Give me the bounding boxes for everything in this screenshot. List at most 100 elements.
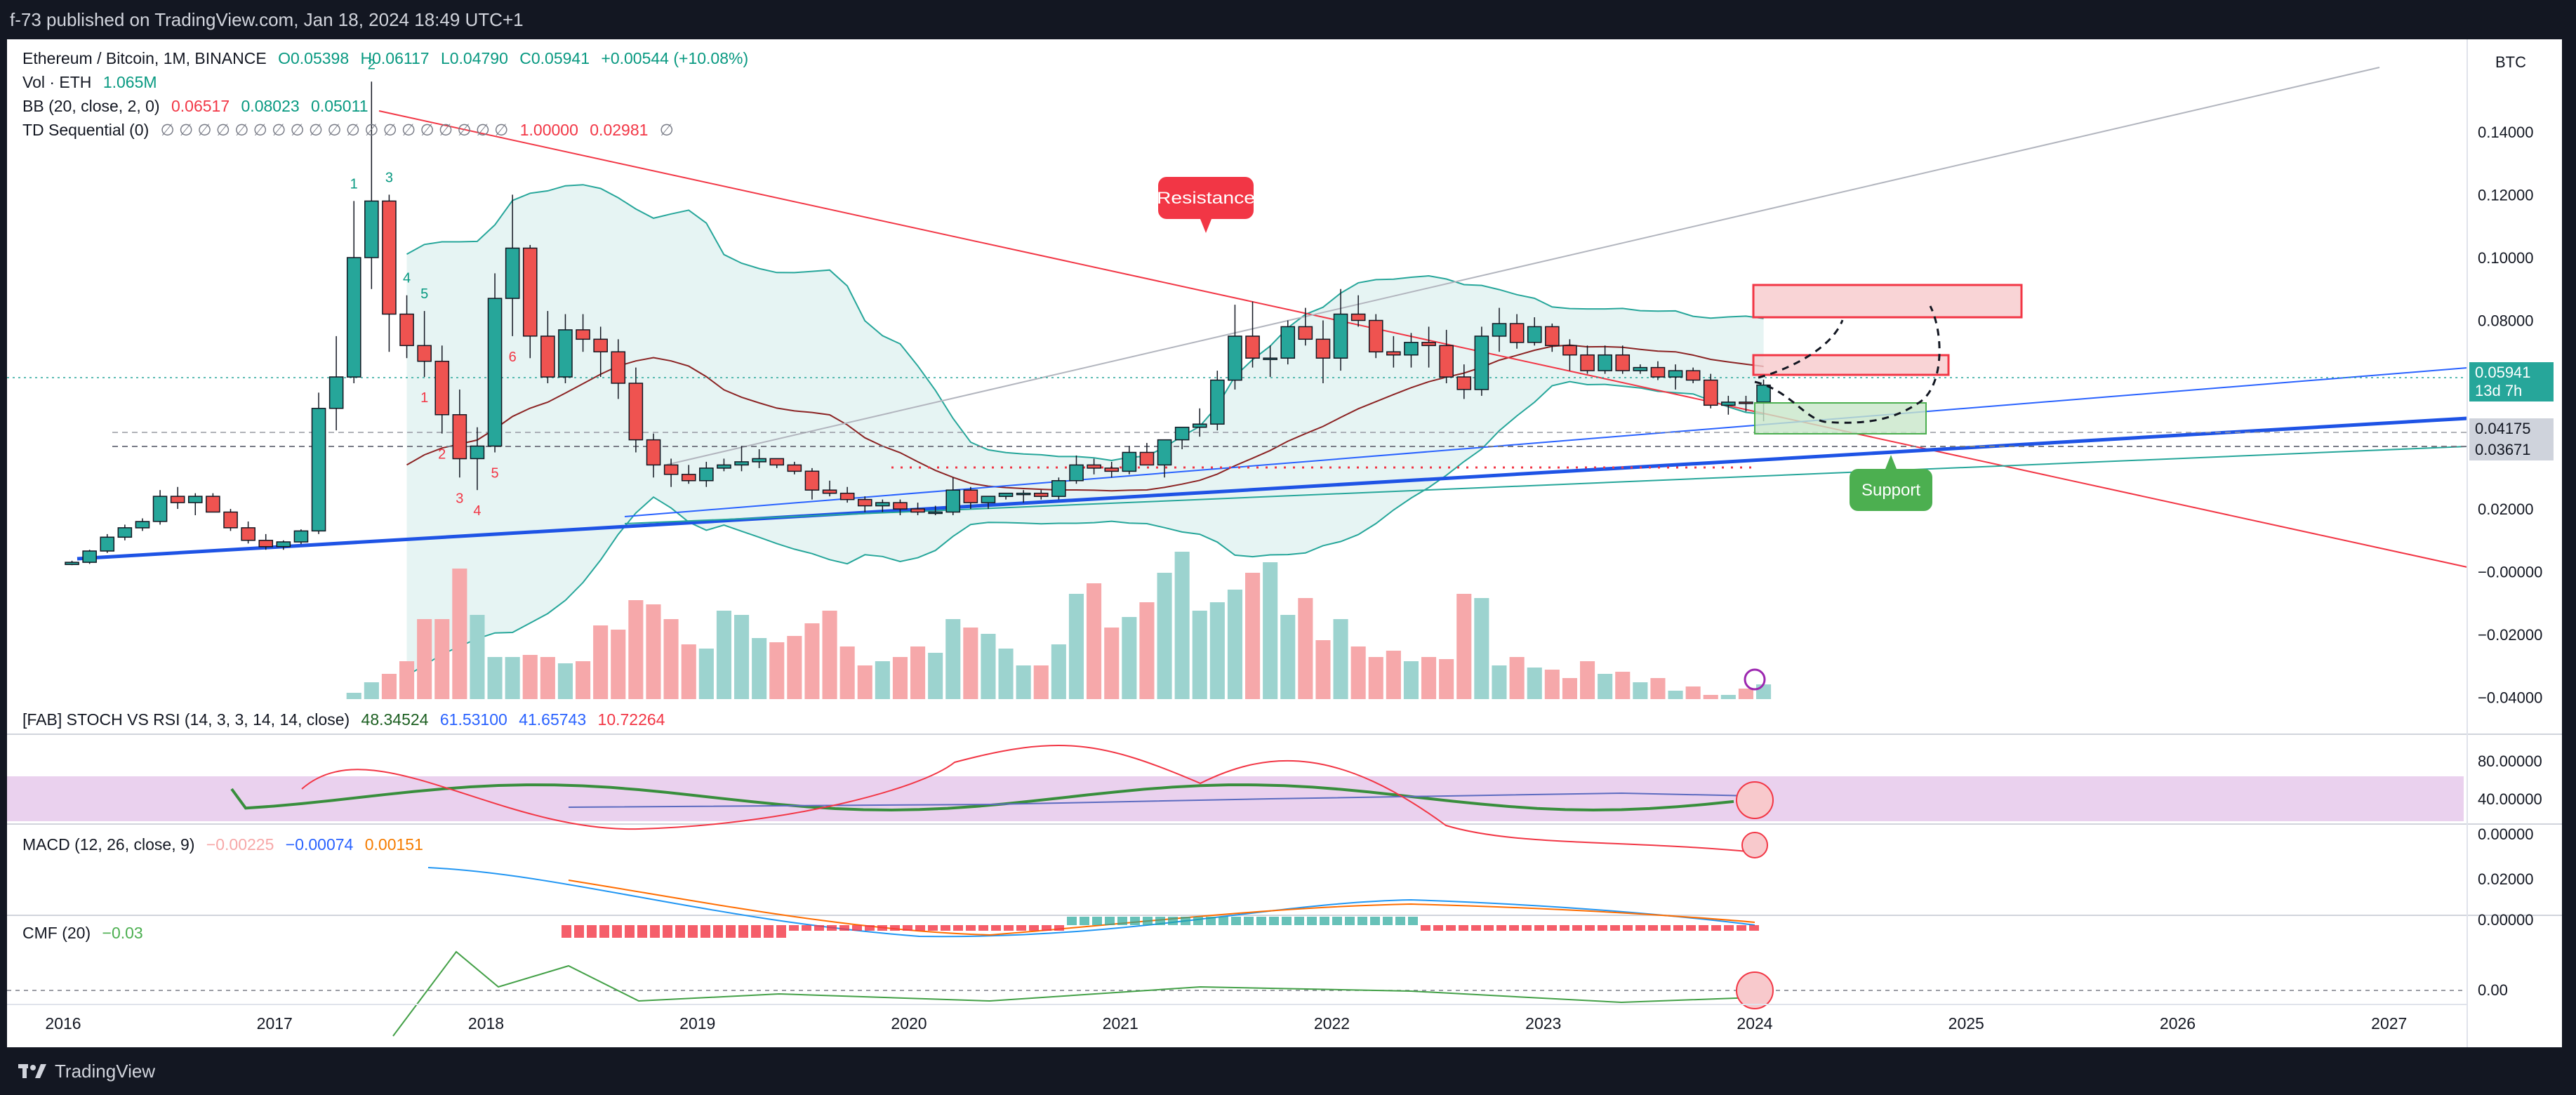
volume-bar	[663, 619, 679, 699]
time-tick-label: 2017	[257, 1014, 293, 1033]
candle-body	[311, 408, 326, 532]
macd-histogram-bar	[1029, 925, 1039, 931]
time-tick-label: 2023	[1525, 1014, 1561, 1033]
price-tick-label: 0.12000	[2478, 186, 2534, 204]
time-tick-label: 2022	[1314, 1014, 1350, 1033]
volume-bar	[1016, 665, 1031, 699]
volume-bar	[1738, 689, 1753, 699]
macd-histogram-bar	[1496, 925, 1506, 931]
candle-body	[135, 521, 150, 529]
macd-histogram-bar	[1585, 925, 1595, 931]
macd-histogram-bar	[675, 925, 685, 938]
macd-histogram-bar	[1446, 925, 1456, 931]
candle-body	[1404, 342, 1419, 356]
macd-histogram-bar	[1244, 917, 1254, 925]
candle-body	[1315, 338, 1331, 359]
bb-legend: BB (20, close, 2, 0) 0.06517 0.08023 0.0…	[22, 97, 375, 116]
macd-value-2: −0.00074	[285, 835, 354, 854]
volume-bar	[1087, 583, 1102, 699]
price-axis: BTC0.140000.120000.100000.080000.060000.…	[2467, 39, 2554, 1047]
macd-histogram-bar	[1471, 925, 1481, 931]
td-count-label: 1	[350, 176, 358, 192]
stoch-value-3: 41.65743	[519, 710, 587, 729]
volume-bar	[857, 665, 872, 699]
volume-bar	[452, 569, 467, 699]
volume-bar	[998, 649, 1014, 699]
macd-histogram-bar	[1345, 917, 1355, 925]
macd-histogram-bar	[978, 925, 988, 931]
candle-body	[1527, 326, 1542, 343]
volume-bar	[576, 661, 591, 699]
volume-bar	[963, 628, 978, 699]
candle-body	[1122, 451, 1137, 472]
candle-body	[1298, 326, 1313, 340]
candle-body	[945, 489, 961, 513]
time-tick-label: 2027	[2371, 1014, 2407, 1033]
candle-body	[663, 464, 679, 475]
volume-bar	[1650, 678, 1666, 699]
volume-bar	[505, 657, 520, 699]
price-badge-label: 0.04175	[2475, 420, 2531, 437]
macd-histogram-bar	[599, 925, 609, 938]
candle-body	[963, 489, 978, 503]
target-zone-upper	[1752, 284, 2023, 319]
macd-histogram-bar	[637, 925, 647, 938]
volume-bar	[1174, 552, 1190, 699]
td-count-label: 1	[420, 390, 428, 406]
candle-body	[1087, 464, 1101, 469]
macd-histogram-bar	[1067, 917, 1077, 925]
volume-bar	[1245, 573, 1261, 699]
volume-bar	[1280, 615, 1296, 699]
trend-lines	[7, 67, 2468, 568]
macd-histogram-bar	[852, 925, 862, 931]
candle-body	[82, 550, 97, 563]
macd-histogram-bar	[1143, 917, 1153, 925]
candle-body	[611, 351, 626, 384]
candle-body	[804, 470, 820, 491]
candle-body	[699, 467, 714, 482]
macd-histogram-bar	[1623, 925, 1633, 931]
candle-body	[470, 445, 485, 460]
candle-body	[1157, 439, 1172, 466]
cmf-line	[392, 950, 1755, 1037]
candle-body	[258, 540, 274, 548]
resistance-label: Resistance	[1157, 189, 1255, 208]
bb-fill	[406, 185, 1764, 676]
volume-bar	[1263, 562, 1278, 699]
candle-body	[152, 496, 168, 522]
volume-bar	[1544, 670, 1560, 699]
candle-body	[893, 502, 908, 510]
macd-histogram-bar	[1421, 925, 1430, 931]
bb-upper-line	[406, 184, 1764, 462]
time-tick-label: 2019	[679, 1014, 715, 1033]
candle-body	[505, 247, 520, 299]
volume-label: Vol · ETH	[22, 73, 92, 91]
candle-body	[769, 458, 785, 466]
price-badge-label: 0.03671	[2475, 441, 2531, 458]
macd-histogram-bar	[1661, 925, 1671, 931]
volume-bar	[681, 644, 696, 699]
candle-body	[364, 200, 379, 258]
td-count-label: 5	[491, 465, 498, 481]
macd-histogram-bar	[1522, 925, 1532, 931]
macd-histogram-bar	[764, 925, 774, 938]
time-axis: 2016 2017 2018 2019 2020 2021 2022 2023 2024 2025…	[7, 1004, 2467, 1033]
volume-bar	[434, 619, 450, 699]
macd-histogram-bar	[1181, 917, 1190, 925]
open-value: O0.05398	[278, 49, 350, 67]
projection-path	[1754, 305, 1941, 424]
macd-histogram-bar	[827, 925, 837, 931]
candle-body	[1421, 342, 1436, 347]
time-tick-label: 2020	[891, 1014, 927, 1033]
candle-body	[1615, 354, 1631, 371]
price-tick-label: −0.00000	[2478, 564, 2542, 581]
bb-mid-value: 0.06517	[171, 97, 230, 115]
candle-body	[117, 527, 133, 538]
volume-bar	[1315, 640, 1331, 699]
volume-bar	[1421, 657, 1437, 699]
volume-bars	[346, 552, 1772, 699]
grid-layer	[7, 734, 2562, 916]
